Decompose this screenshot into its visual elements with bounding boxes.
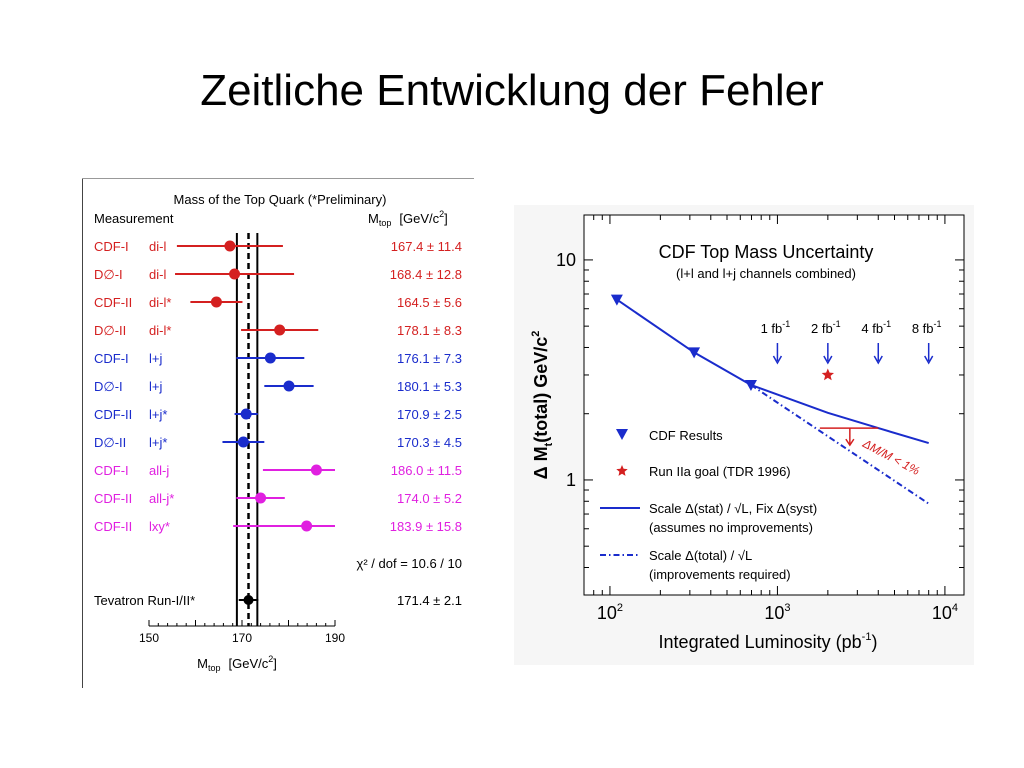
legend-text: Run IIa goal (TDR 1996) — [649, 464, 791, 479]
measurement-channel: l+j — [149, 379, 162, 394]
lumi-arrow-label: 2 fb-1 — [811, 319, 841, 336]
measurement-value-label: 167.4 ± 11.4 — [391, 239, 462, 254]
measurement-exp: CDF-I — [94, 463, 129, 478]
scale-stat-line — [616, 298, 929, 445]
measurement-point — [301, 520, 313, 532]
right-chart-title: CDF Top Mass Uncertainty — [659, 242, 874, 262]
mtop-header: Mtop [GeV/c2] — [368, 209, 448, 228]
measurement-value-label: 176.1 ± 7.3 — [397, 351, 462, 366]
measurement-exp: CDF-I — [94, 351, 129, 366]
measurement-header: Measurement — [94, 211, 174, 226]
measurement-channel: di-l — [149, 239, 166, 254]
run2a-goal-point — [821, 368, 834, 381]
measurement-value-label: 180.1 ± 5.3 — [397, 379, 462, 394]
lumi-arrow-head — [873, 355, 883, 365]
combined-point — [243, 595, 254, 605]
legend-text-2: (improvements required) — [649, 567, 791, 582]
slide-title: Zeitliche Entwicklung der Fehler — [200, 66, 824, 115]
chi2-label: χ² / dof = 10.6 / 10 — [357, 556, 462, 571]
right-x-axis-label: Integrated Luminosity (pb-1) — [659, 631, 878, 652]
right-plot-frame — [583, 214, 965, 596]
scale-total-line — [750, 384, 930, 505]
measurement-channel: di-l — [149, 267, 166, 282]
measurement-point — [240, 408, 252, 420]
right-x-tick-label: 104 — [932, 602, 958, 623]
measurement-value-label: 170.9 ± 2.5 — [397, 407, 462, 422]
cdf-result-point — [610, 294, 623, 306]
right-chart-subtitle: (l+l and l+j channels combined) — [676, 266, 856, 281]
measurement-value-label: 164.5 ± 5.6 — [397, 295, 462, 310]
measurement-point — [274, 324, 286, 336]
left-x-axis-label: Mtop [GeV/c2] — [197, 654, 277, 673]
measurement-point — [224, 240, 236, 252]
measurement-value-label: 186.0 ± 11.5 — [391, 463, 462, 478]
measurement-value-label: 178.1 ± 8.3 — [397, 323, 462, 338]
left-chart-title: Mass of the Top Quark (*Preliminary) — [174, 192, 387, 207]
measurement-value-label: 183.9 ± 15.8 — [390, 519, 462, 534]
measurement-point — [229, 268, 241, 280]
legend-text: Scale Δ(stat) / √L, Fix Δ(syst) — [649, 501, 817, 516]
measurement-channel: di-l* — [149, 295, 171, 310]
measurement-channel: l+j — [149, 351, 162, 366]
measurement-exp: CDF-II — [94, 491, 132, 506]
measurement-channel: lxy* — [149, 519, 170, 534]
measurement-channel: l+j* — [149, 435, 167, 450]
measurement-point — [264, 352, 276, 364]
top-mass-measurements-chart: Mass of the Top Quark (*Preliminary) Mea… — [82, 178, 474, 688]
measurement-exp: D∅-I — [94, 267, 123, 282]
left-x-tick-label: 190 — [325, 631, 345, 645]
left-x-tick-label: 170 — [232, 631, 252, 645]
lumi-arrow-label: 4 fb-1 — [861, 319, 891, 336]
lumi-arrow-label: 8 fb-1 — [912, 319, 942, 336]
right-x-tick-label: 102 — [597, 602, 623, 623]
lumi-arrow-label: 1 fb-1 — [761, 319, 791, 336]
legend-text: CDF Results — [649, 428, 723, 443]
measurement-exp: D∅-I — [94, 379, 123, 394]
left-x-tick-label: 150 — [139, 631, 159, 645]
measurement-exp: CDF-I — [94, 239, 129, 254]
measurement-channel: l+j* — [149, 407, 167, 422]
combined-value-label: 171.4 ± 2.1 — [397, 593, 462, 608]
measurement-value-label: 174.0 ± 5.2 — [397, 491, 462, 506]
measurement-channel: all-j — [149, 463, 169, 478]
right-y-tick-label: 1 — [566, 470, 576, 490]
measurement-point — [237, 436, 249, 448]
measurement-point — [310, 464, 322, 476]
measurement-exp: D∅-II — [94, 323, 126, 338]
measurement-point — [210, 296, 222, 308]
legend-text-2: (assumes no improvements) — [649, 520, 813, 535]
lumi-arrow-head — [772, 355, 783, 365]
combined-name: Tevatron Run-I/II* — [94, 593, 195, 608]
cdf-result-point — [688, 347, 701, 359]
measurement-point — [283, 380, 295, 392]
measurement-value-label: 170.3 ± 4.5 — [397, 435, 462, 450]
measurement-exp: CDF-II — [94, 519, 132, 534]
legend-star-marker — [616, 465, 628, 476]
cdf-top-mass-uncertainty-chart: CDF Top Mass Uncertainty (l+l and l+j ch… — [514, 205, 974, 665]
measurement-channel: all-j* — [149, 491, 174, 506]
right-x-tick-label: 103 — [764, 602, 790, 623]
measurement-exp: CDF-II — [94, 295, 132, 310]
legend-triangle-marker — [616, 429, 628, 440]
right-y-axis-label: Δ Mt(total) GeV/c2 — [530, 331, 555, 480]
right-y-tick-label: 10 — [556, 250, 576, 270]
annotation-arrow-head — [845, 438, 855, 447]
legend-text: Scale Δ(total) / √L — [649, 548, 752, 563]
measurement-value-label: 168.4 ± 12.8 — [390, 267, 462, 282]
measurement-exp: CDF-II — [94, 407, 132, 422]
lumi-arrow-head — [823, 355, 833, 365]
measurement-channel: di-l* — [149, 323, 171, 338]
measurement-exp: D∅-II — [94, 435, 126, 450]
cdf-result-point — [744, 380, 757, 392]
measurement-point — [255, 492, 267, 504]
lumi-arrow-head — [924, 355, 934, 365]
